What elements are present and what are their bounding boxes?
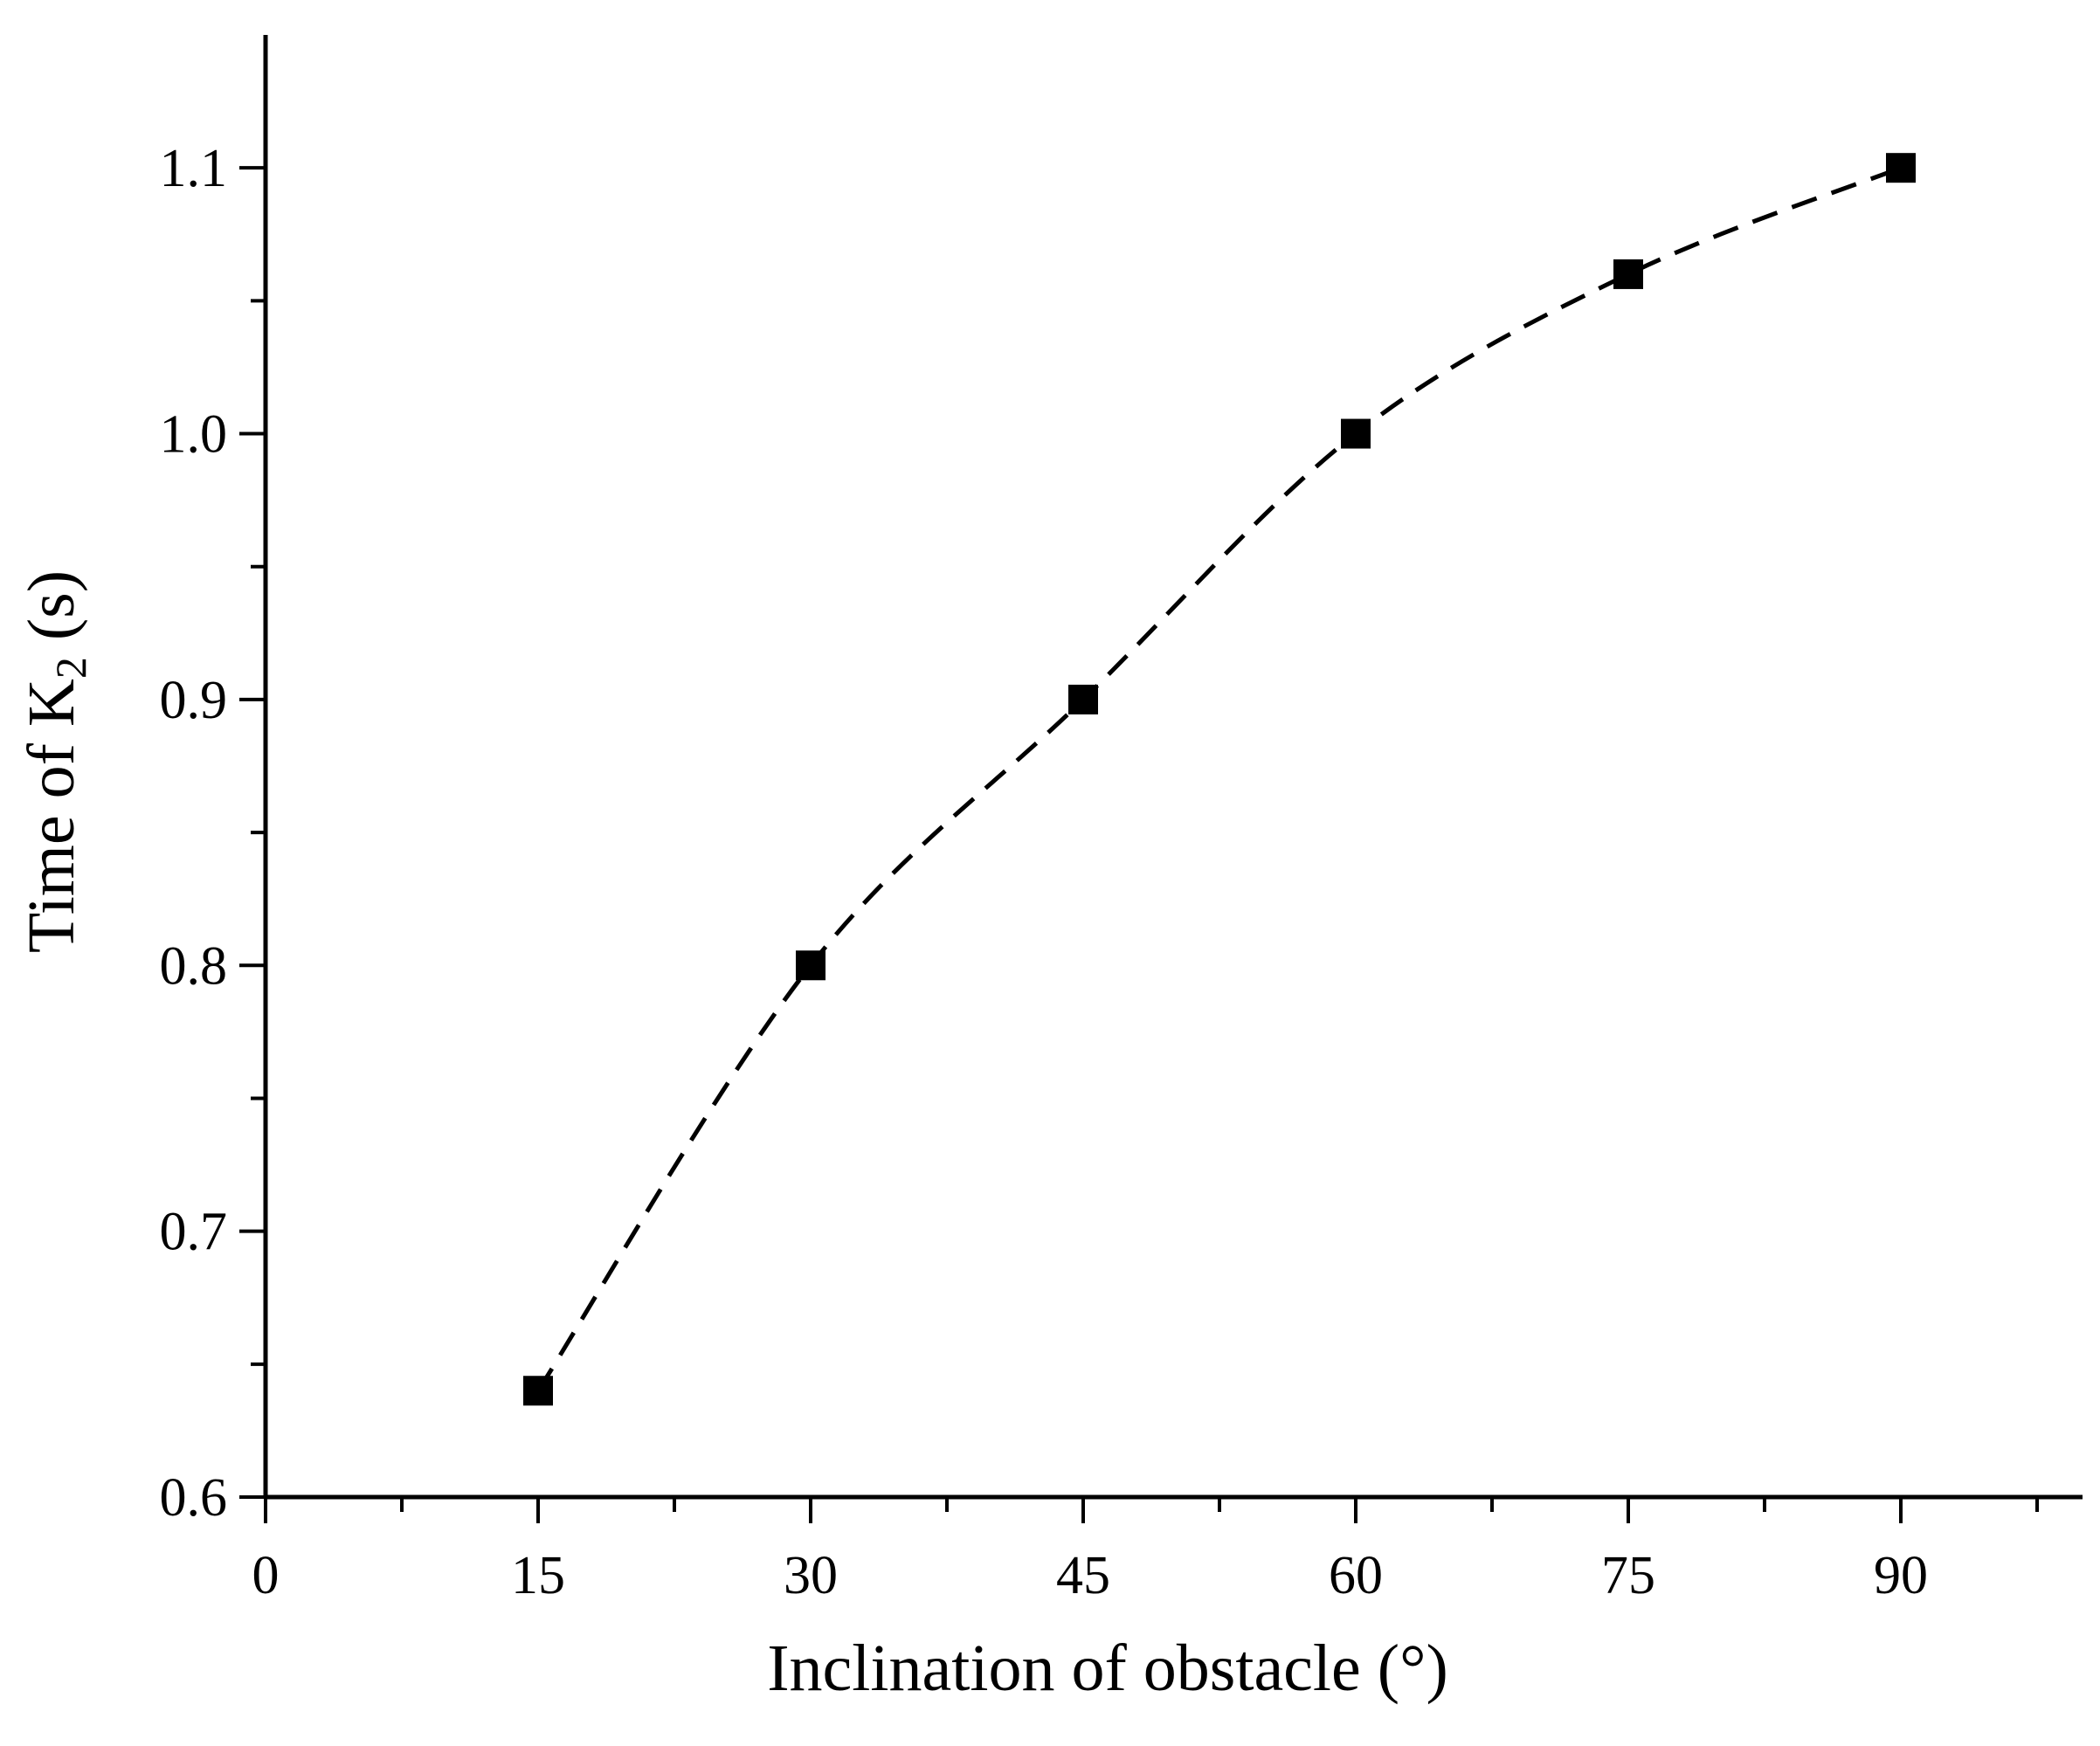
axes: [263, 35, 2083, 1500]
data-series: [523, 153, 1916, 1406]
x-tick-label: 45: [1056, 1546, 1110, 1605]
x-tick-label: 90: [1874, 1546, 1928, 1605]
y-tick-label: 1.1: [160, 139, 228, 198]
x-tick-label: 60: [1329, 1546, 1383, 1605]
ticks: [239, 166, 2039, 1523]
x-tick-label: 0: [252, 1546, 280, 1605]
y-tick-label: 0.9: [160, 671, 228, 730]
y-tick-label: 1.0: [160, 405, 228, 465]
data-point-marker: [796, 950, 825, 981]
y-tick-label: 0.6: [160, 1468, 228, 1528]
y-axis-title-unit: (s): [15, 570, 88, 657]
y-tick-label: 0.7: [160, 1203, 228, 1262]
y-axis-title-main: Time of K: [15, 679, 88, 953]
data-point-marker: [1341, 418, 1371, 449]
x-tick-label: 15: [511, 1546, 565, 1605]
x-tick-label: 75: [1601, 1546, 1655, 1605]
y-axis-title-subscript: 2: [46, 657, 95, 679]
x-tick-label: 30: [784, 1546, 838, 1605]
x-axis-title: Inclination of obstacle (°): [767, 1632, 1448, 1705]
data-point-marker: [1068, 684, 1098, 714]
data-point-marker: [1886, 153, 1916, 183]
data-point-marker: [523, 1376, 553, 1406]
data-point-marker: [1613, 259, 1643, 289]
series-line: [535, 165, 1902, 1392]
tick-labels: 0 15 30 45 60 75 90 0.6 0.7 0.8 0.9 1.0 1.1: [160, 139, 1929, 1605]
y-tick-label: 0.8: [160, 936, 228, 996]
y-axis-title: Time of K2 (s): [15, 570, 95, 953]
